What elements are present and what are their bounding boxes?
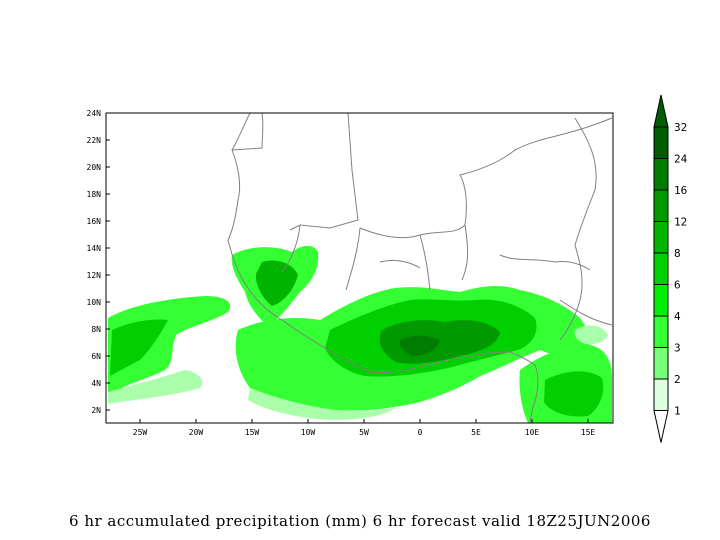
- rain-cell-east-light: [574, 325, 608, 345]
- legend-level-label: 8: [674, 247, 681, 260]
- lon-tick-label: 20W: [189, 428, 204, 437]
- rain-band-west-light: [108, 370, 203, 404]
- legend-level-label: 2: [674, 373, 681, 386]
- lat-tick-label: 10N: [87, 298, 102, 307]
- lat-tick-label: 8N: [91, 325, 101, 334]
- rain-fringe-south: [248, 388, 395, 420]
- lon-tick-label: 5E: [471, 428, 481, 437]
- latitude-axis: 24N 22N 20N 18N 16N 14N 12N 10N 8N 6N 4N 2N: [87, 109, 110, 415]
- map-border: [105, 112, 614, 424]
- legend-level-label: 3: [674, 342, 681, 355]
- legend-swatch: [653, 221, 669, 254]
- rain-cell-senegal-core: [255, 260, 298, 306]
- rain-cell-east-core: [544, 371, 604, 417]
- legend-swatch: [653, 284, 669, 317]
- lat-tick-label: 6N: [91, 352, 101, 361]
- legend-level-label: 12: [674, 216, 687, 229]
- lat-tick-label: 14N: [87, 244, 102, 253]
- rain-band-central-peak: [399, 335, 440, 356]
- lon-tick-label: 5W: [359, 428, 369, 437]
- lon-tick-label: 10W: [301, 428, 316, 437]
- lat-tick-label: 12N: [87, 271, 102, 280]
- lon-tick-label: 10E: [525, 428, 540, 437]
- lon-tick-label: 15E: [581, 428, 596, 437]
- map-caption: 6 hr accumulated precipitation (mm) 6 hr…: [69, 512, 651, 530]
- rain-band-west: [108, 296, 231, 392]
- legend-swatch: [653, 315, 669, 348]
- lat-tick-label: 18N: [87, 190, 102, 199]
- legend-level-label: 1: [674, 405, 681, 418]
- country-borders: [231, 112, 613, 341]
- legend-arrow-bottom: [653, 410, 669, 443]
- legend-level-label: 24: [674, 153, 688, 166]
- lat-tick-label: 4N: [91, 379, 101, 388]
- lat-tick-label: 22N: [87, 136, 102, 145]
- lat-tick-label: 2N: [91, 406, 101, 415]
- legend-swatch: [653, 189, 669, 222]
- coastline-and-borders: [227, 112, 613, 424]
- legend-level-label: 32: [674, 121, 687, 134]
- lon-tick-label: 0: [418, 428, 423, 437]
- legend-level-label: 4: [674, 310, 681, 323]
- rain-band-west-core: [110, 319, 168, 376]
- lat-tick-label: 24N: [87, 109, 102, 118]
- legend-swatch: [653, 126, 669, 159]
- lon-tick-label: 25W: [133, 428, 148, 437]
- lon-tick-label: 15W: [245, 428, 260, 437]
- lat-tick-label: 16N: [87, 217, 102, 226]
- longitude-axis: 25W 20W 15W 10W 5W 0 5E 10E 15E: [133, 419, 596, 437]
- lat-tick-label: 20N: [87, 163, 102, 172]
- legend-swatch: [653, 347, 669, 380]
- legend-swatch: [653, 378, 669, 411]
- legend-level-label: 6: [674, 279, 681, 292]
- legend-swatch: [653, 252, 669, 285]
- legend-arrow-top: [653, 94, 669, 128]
- coastline: [227, 112, 539, 424]
- legend-swatch: [653, 158, 669, 191]
- legend-level-label: 16: [674, 184, 687, 197]
- precipitation-field: [108, 245, 612, 423]
